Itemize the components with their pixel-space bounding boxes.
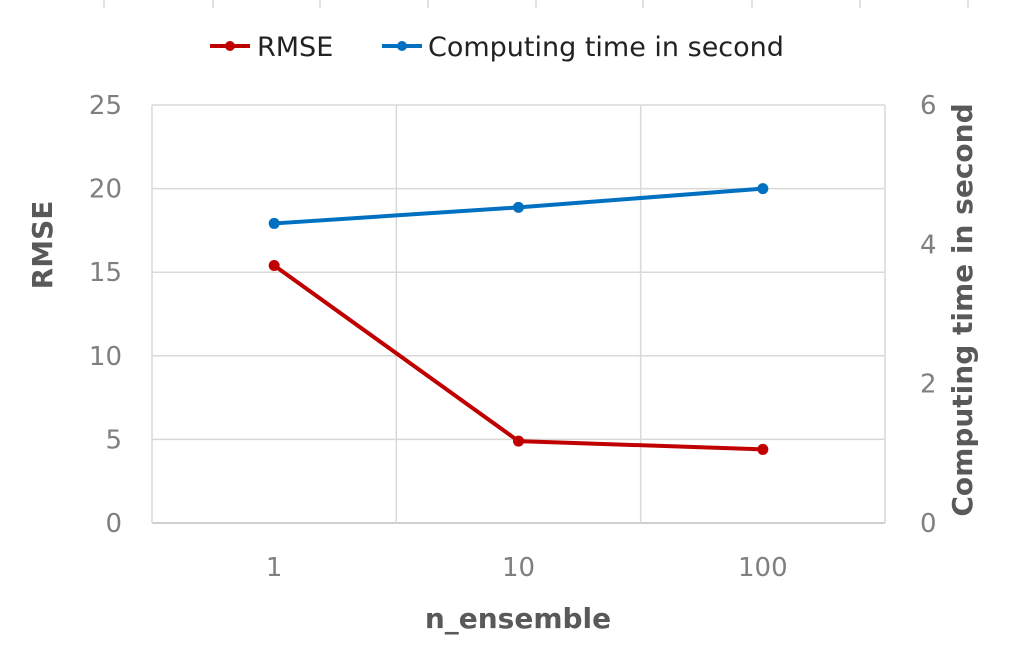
y-tick-label: 5 — [105, 425, 122, 455]
y-tick-label: 0 — [105, 509, 122, 539]
legend-marker-rmse — [225, 41, 235, 51]
y-axis-ticks: 0 5 10 15 20 25 — [89, 91, 122, 539]
legend-label-computing-time: Computing time in second — [428, 32, 784, 63]
x-tick-label: 100 — [738, 553, 788, 583]
y2-tick-label: 6 — [920, 91, 937, 121]
x-tick-label: 1 — [266, 553, 283, 583]
top-frame-ticks — [103, 0, 969, 8]
legend-label-rmse: RMSE — [257, 32, 333, 63]
x-tick-label: 10 — [502, 553, 535, 583]
y-tick-label: 20 — [89, 175, 122, 205]
legend-item-rmse: RMSE — [210, 32, 333, 63]
gridlines — [151, 104, 886, 524]
data-point-computing-time — [513, 201, 524, 213]
y2-axis-ticks: 0 2 4 6 — [920, 91, 937, 539]
data-point-computing-time — [268, 217, 280, 229]
y2-tick-label: 0 — [920, 509, 937, 539]
y2-axis-title: Computing time in second — [946, 103, 979, 516]
data-point-rmse — [513, 435, 524, 447]
y-tick-label: 25 — [89, 91, 122, 121]
data-point-rmse — [757, 443, 769, 455]
x-axis-title: n_ensemble — [425, 602, 611, 635]
data-point-rmse — [268, 260, 280, 272]
series-layer — [268, 183, 769, 455]
legend-item-computing-time: Computing time in second — [382, 32, 784, 63]
series-line-rmse — [272, 263, 765, 452]
legend: RMSE Computing time in second — [210, 32, 784, 63]
y-tick-label: 15 — [89, 258, 122, 288]
legend-marker-computing-time — [397, 41, 407, 51]
y2-tick-label: 4 — [920, 230, 937, 260]
y-axis-title: RMSE — [26, 201, 59, 290]
x-axis-ticks: 1 10 100 — [266, 553, 788, 583]
y-tick-label: 10 — [89, 342, 122, 372]
data-point-computing-time — [757, 183, 769, 195]
y2-tick-label: 2 — [920, 370, 937, 400]
